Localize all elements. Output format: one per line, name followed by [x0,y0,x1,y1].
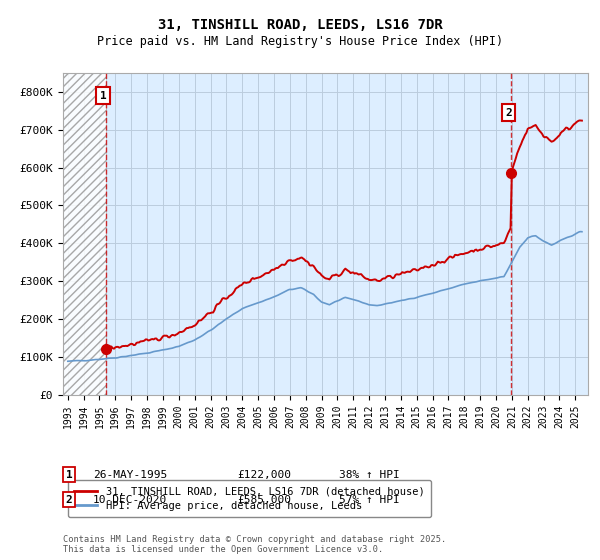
Text: 1: 1 [65,470,73,480]
Bar [63,73,106,395]
Text: 2: 2 [65,494,73,505]
Text: 26-MAY-1995: 26-MAY-1995 [93,470,167,480]
Text: Price paid vs. HM Land Registry's House Price Index (HPI): Price paid vs. HM Land Registry's House … [97,35,503,49]
Text: 10-DEC-2020: 10-DEC-2020 [93,494,167,505]
Text: 31, TINSHILL ROAD, LEEDS, LS16 7DR: 31, TINSHILL ROAD, LEEDS, LS16 7DR [158,18,442,32]
Text: 2: 2 [505,108,512,118]
Legend: 31, TINSHILL ROAD, LEEDS, LS16 7DR (detached house), HPI: Average price, detache: 31, TINSHILL ROAD, LEEDS, LS16 7DR (deta… [68,480,431,517]
Text: £122,000: £122,000 [237,470,291,480]
Text: £585,000: £585,000 [237,494,291,505]
Text: Contains HM Land Registry data © Crown copyright and database right 2025.
This d: Contains HM Land Registry data © Crown c… [63,535,446,554]
Text: 38% ↑ HPI: 38% ↑ HPI [339,470,400,480]
Text: 57% ↑ HPI: 57% ↑ HPI [339,494,400,505]
Text: 1: 1 [100,91,107,101]
